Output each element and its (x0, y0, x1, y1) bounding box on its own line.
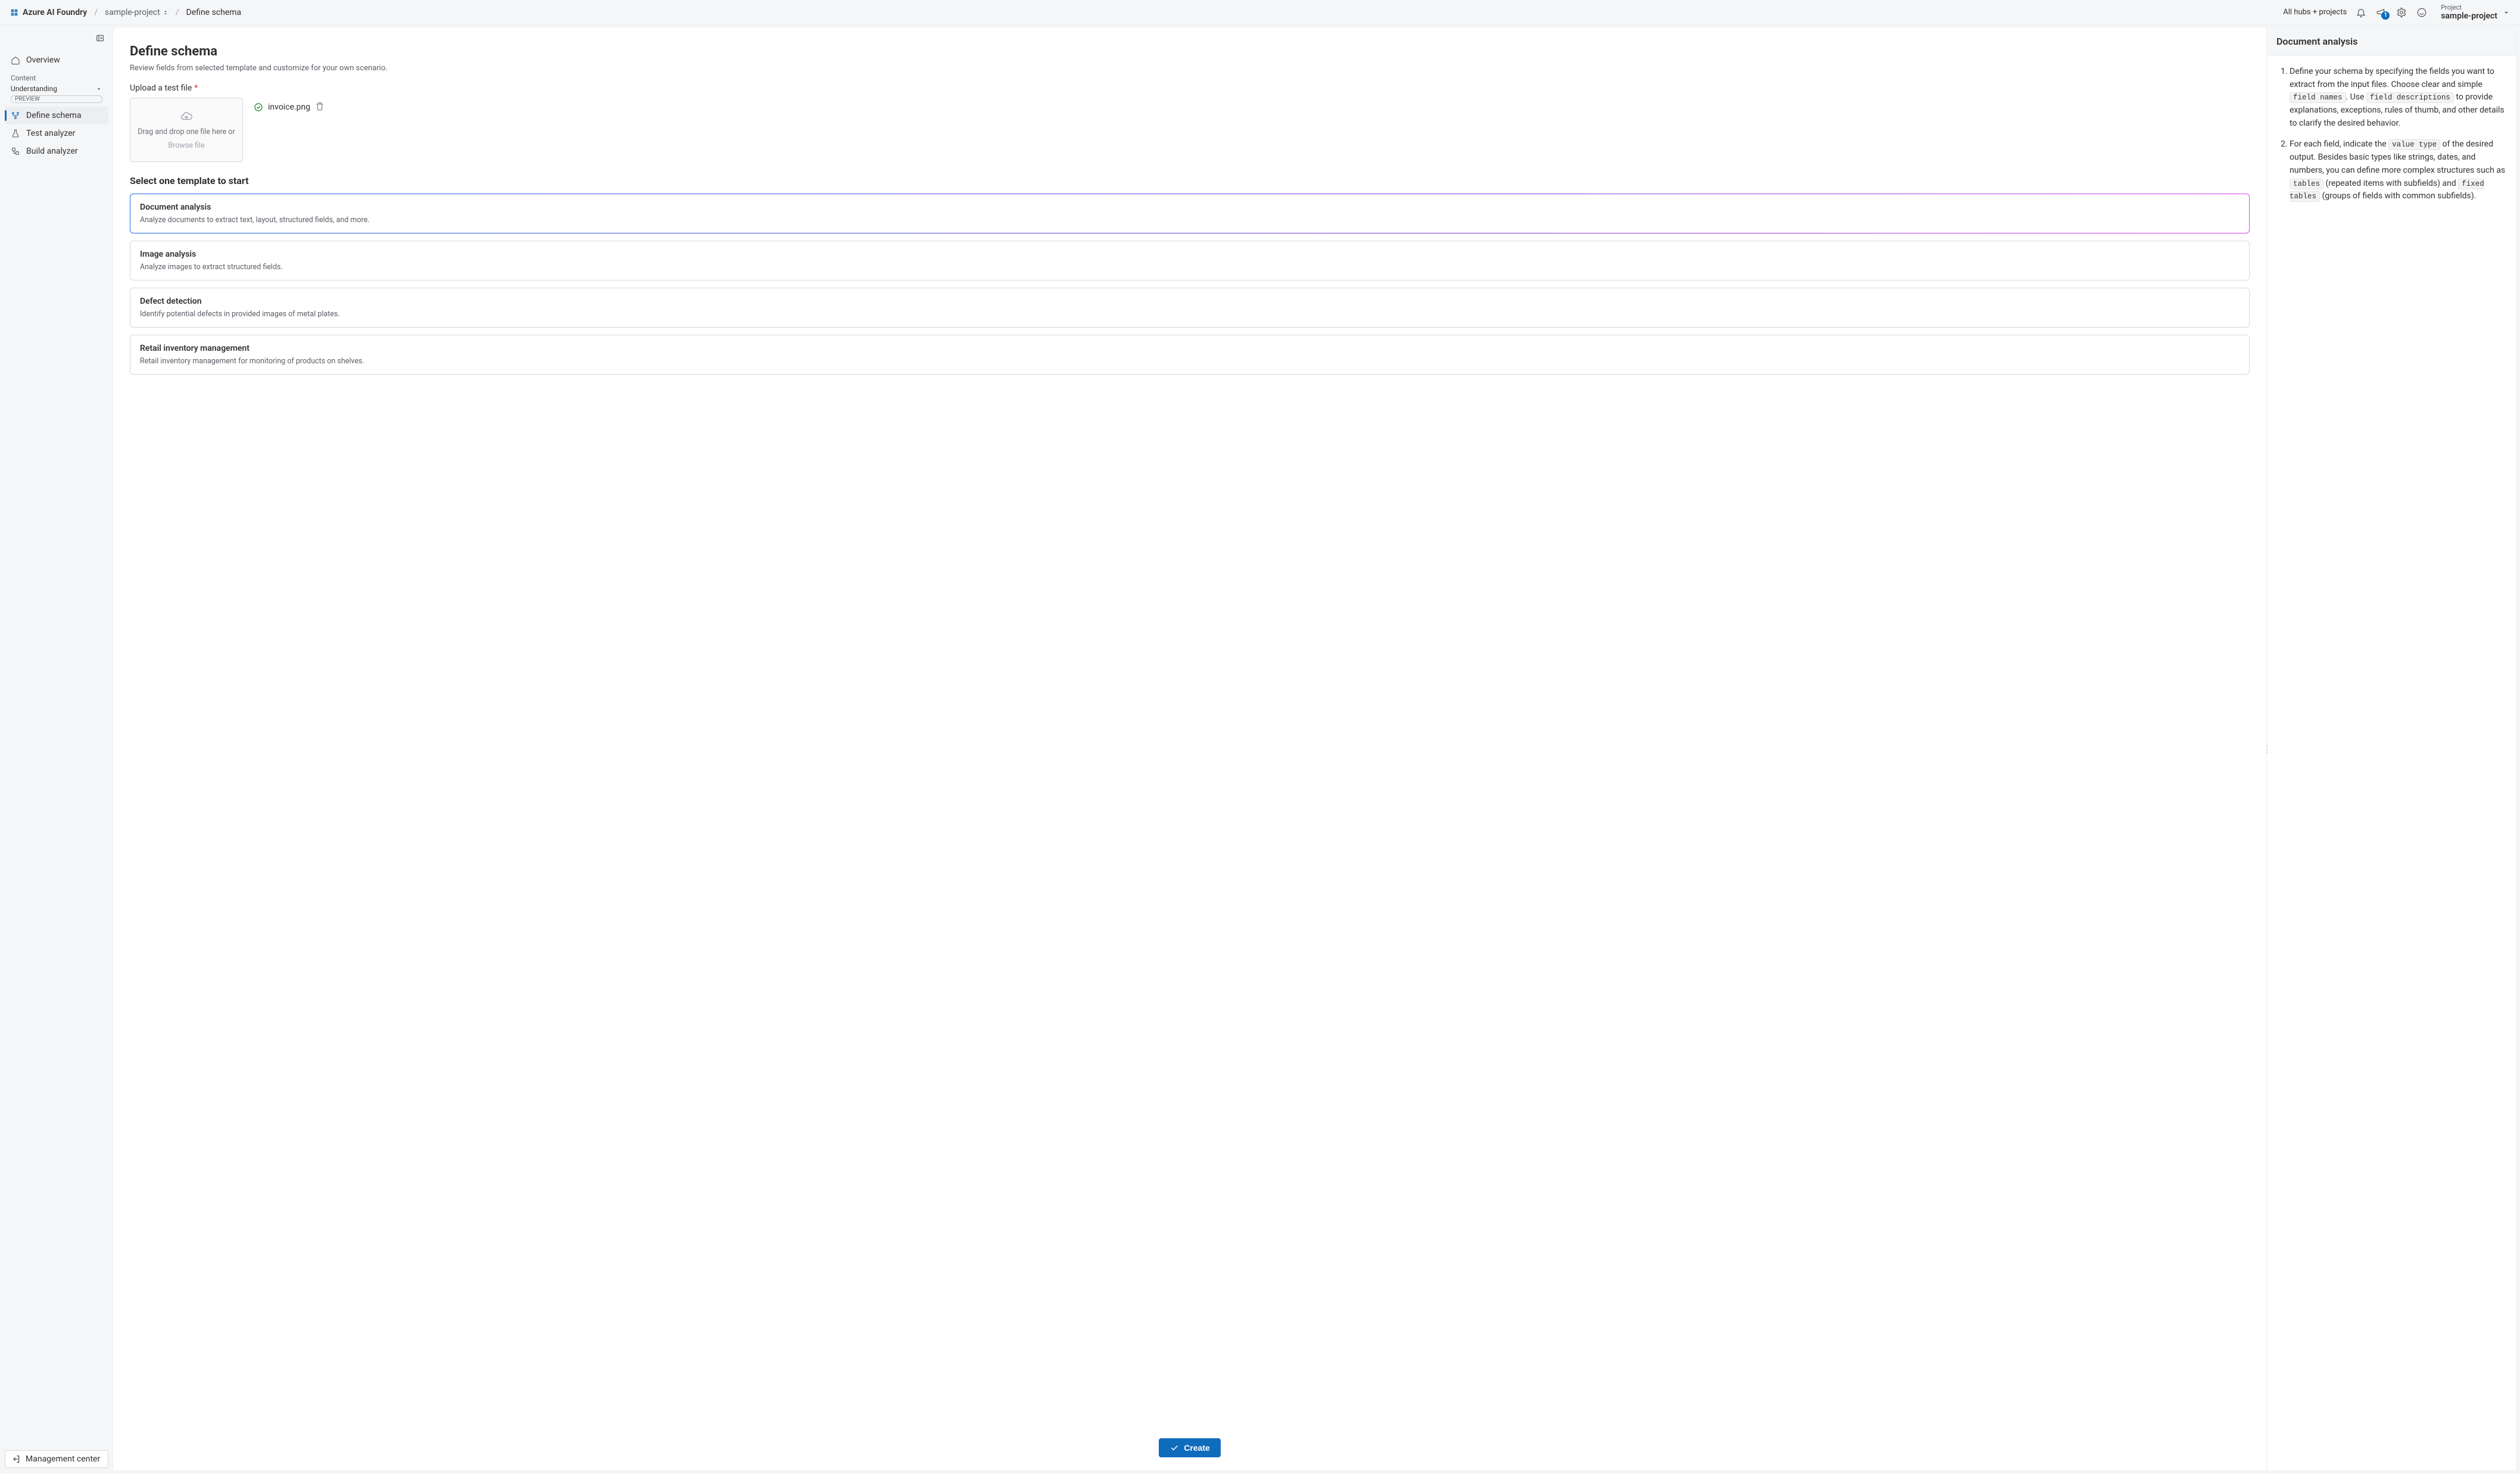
right-panel: Document analysis Define your schema by … (2266, 27, 2516, 1470)
topbar-right: All hubs + projects 1 Project sample-pro… (2283, 4, 2510, 21)
sidebar-section-label: Content (5, 69, 108, 83)
template-desc: Identify potential defects in provided i… (140, 310, 2240, 319)
sidebar-item-define-schema[interactable]: Define schema (5, 107, 108, 124)
required-asterisk: * (194, 83, 198, 93)
page-title: Define schema (130, 44, 2250, 59)
sort-icon (163, 10, 169, 15)
template-title: Defect detection (140, 297, 2240, 306)
template-card-retail-inventory[interactable]: Retail inventory management Retail inven… (130, 335, 2250, 375)
sidebar-item-label: Define schema (26, 111, 82, 120)
main: Define schema Review fields from selecte… (113, 27, 2516, 1470)
bell-icon[interactable] (2355, 7, 2367, 18)
template-heading: Select one template to start (130, 175, 2250, 186)
upload-dropzone[interactable]: Drag and drop one file here or Browse fi… (130, 98, 243, 162)
project-name: sample-project (2441, 11, 2497, 21)
chevron-up-icon (95, 85, 102, 92)
sidebar-item-overview[interactable]: Overview (5, 51, 108, 69)
panel-resize-handle[interactable] (2265, 741, 2269, 758)
template-title: Retail inventory management (140, 344, 2240, 353)
build-icon (11, 147, 20, 156)
template-desc: Retail inventory management for monitori… (140, 357, 2240, 366)
sidebar-section-label: Understanding (11, 85, 57, 93)
check-icon (1169, 1443, 1179, 1453)
management-center-label: Management center (26, 1454, 100, 1464)
brand-label: Azure AI Foundry (23, 8, 87, 17)
notif-badge: 1 (2381, 11, 2390, 20)
sidebar: Overview Content Understanding PREVIEW D… (0, 25, 113, 1474)
uploaded-file-name: invoice.png (268, 102, 310, 112)
right-panel-header: Document analysis (2267, 27, 2516, 56)
smile-icon[interactable] (2416, 7, 2428, 18)
template-desc: Analyze images to extract structured fie… (140, 263, 2240, 272)
gear-icon[interactable] (2396, 7, 2407, 18)
management-center-button[interactable]: Management center (5, 1450, 108, 1468)
project-label: Project (2441, 4, 2497, 11)
trash-icon (315, 101, 325, 111)
megaphone-icon[interactable]: 1 (2375, 7, 2387, 18)
preview-badge: PREVIEW (11, 95, 102, 103)
sidebar-item-test-analyzer[interactable]: Test analyzer (5, 124, 108, 142)
delete-file-button[interactable] (315, 101, 325, 113)
azure-foundry-icon (10, 8, 19, 17)
template-card-document-analysis[interactable]: Document analysis Analyze documents to e… (130, 194, 2250, 233)
home-icon (11, 55, 20, 65)
create-button-label: Create (1184, 1443, 1210, 1453)
uploaded-file: invoice.png (254, 98, 325, 113)
exit-icon (11, 1454, 21, 1464)
template-card-image-analysis[interactable]: Image analysis Analyze images to extract… (130, 241, 2250, 281)
schema-icon (11, 111, 20, 120)
sidebar-section-toggle[interactable]: Understanding (5, 83, 108, 94)
dropzone-text: Drag and drop one file here or (138, 127, 235, 136)
help-item-1: Define your schema by specifying the fie… (2290, 66, 2506, 130)
template-desc: Analyze documents to extract text, layou… (140, 216, 2240, 225)
code-chip: field names (2290, 92, 2346, 103)
sidebar-item-label: Overview (26, 55, 60, 65)
right-panel-body: Define your schema by specifying the fie… (2267, 56, 2516, 221)
template-card-defect-detection[interactable]: Defect detection Identify potential defe… (130, 288, 2250, 328)
check-circle-icon (254, 102, 263, 112)
create-button[interactable]: Create (1159, 1438, 1221, 1457)
help-item-2: For each field, indicate the value type … (2290, 138, 2506, 202)
flask-icon (11, 129, 20, 138)
template-title: Document analysis (140, 202, 2240, 212)
upload-label: Upload a test file* (130, 83, 2250, 93)
collapse-sidebar-icon[interactable] (95, 33, 105, 45)
code-chip: field descriptions (2366, 92, 2454, 103)
browse-file-link[interactable]: Browse file (168, 141, 204, 150)
code-chip: value type (2388, 139, 2440, 150)
breadcrumb-sep: / (176, 8, 179, 17)
hubs-link[interactable]: All hubs + projects (2283, 8, 2347, 17)
page-subtitle: Review fields from selected template and… (130, 64, 2250, 73)
cloud-upload-icon (180, 110, 193, 123)
topbar: Azure AI Foundry / sample-project / Defi… (0, 0, 2520, 25)
sidebar-item-build-analyzer[interactable]: Build analyzer (5, 142, 108, 160)
breadcrumb-project[interactable]: sample-project (105, 8, 169, 17)
code-chip: tables (2290, 179, 2323, 189)
brand[interactable]: Azure AI Foundry (10, 8, 87, 17)
template-list: Document analysis Analyze documents to e… (130, 194, 2250, 375)
chevron-down-icon (2502, 8, 2510, 17)
project-picker[interactable]: Project sample-project (2436, 4, 2510, 21)
sidebar-item-label: Test analyzer (26, 129, 75, 138)
template-title: Image analysis (140, 250, 2240, 259)
breadcrumb-sep: / (94, 8, 98, 17)
breadcrumb-page: Define schema (186, 8, 242, 17)
content: Define schema Review fields from selecte… (113, 27, 2266, 1470)
sidebar-item-label: Build analyzer (26, 147, 78, 156)
